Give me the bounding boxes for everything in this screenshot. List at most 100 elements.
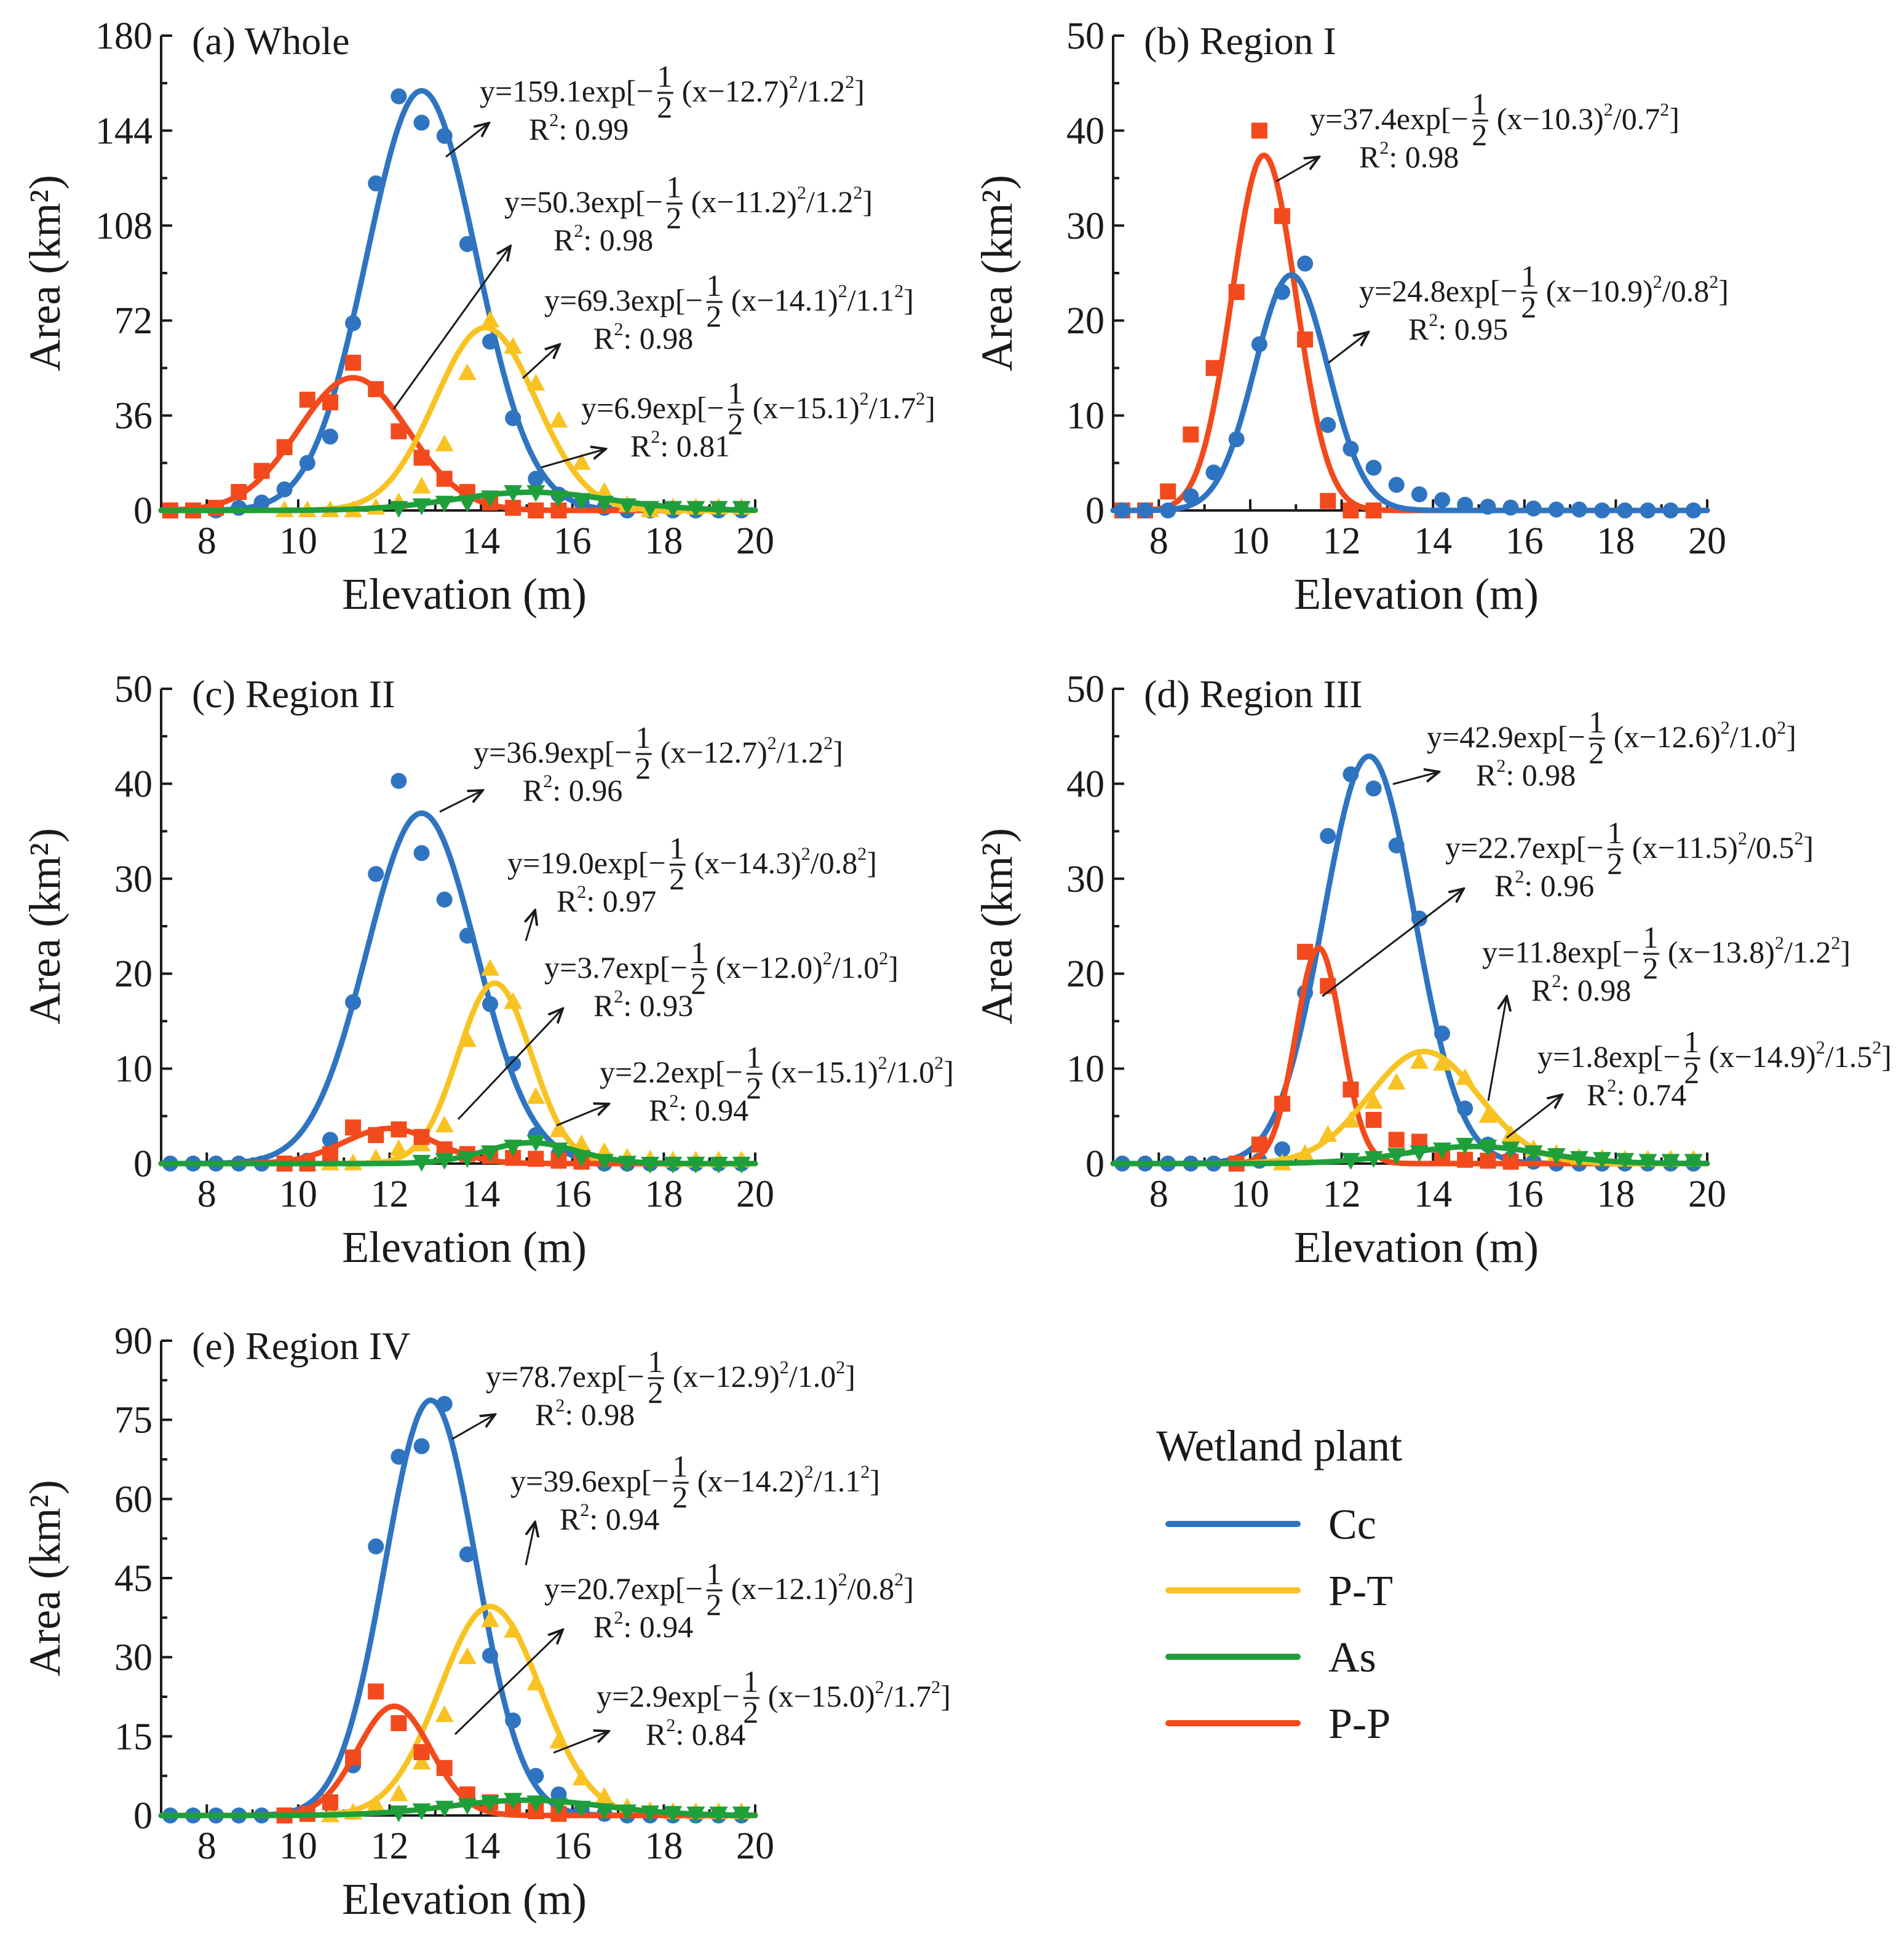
data-point xyxy=(526,1673,545,1691)
equation-sup: 2 xyxy=(934,1053,943,1073)
equation-mu: −10.9) xyxy=(1571,274,1652,308)
equation-sigma: /1.5 xyxy=(1825,1039,1872,1074)
r-squared: R2: 0.93 xyxy=(593,986,693,1023)
data-point xyxy=(1457,496,1474,513)
r2-value: : 0.94 xyxy=(589,1502,659,1536)
y-tick-label: 60 xyxy=(114,1478,153,1520)
data-point xyxy=(1160,483,1176,500)
fraction-denominator: 2 xyxy=(1643,951,1658,985)
equation-sup: 2 xyxy=(1653,272,1662,292)
data-point xyxy=(526,1087,545,1104)
data-point xyxy=(1364,1151,1383,1168)
equation-sigma: /1.2 xyxy=(798,74,845,108)
equation-x: (x xyxy=(697,1464,723,1498)
data-point xyxy=(436,1760,453,1776)
data-point xyxy=(504,1140,523,1157)
fraction-numerator: 1 xyxy=(691,935,706,970)
data-point xyxy=(391,1448,407,1465)
data-point xyxy=(1684,1154,1703,1171)
equation-suffix: ] xyxy=(1840,935,1850,969)
equation-minus: − xyxy=(1451,101,1469,136)
equation-text: y=159.1exp[− (x−12.7)2/1.22] xyxy=(480,72,865,108)
legend-item-Cc: Cc xyxy=(1165,1501,1376,1549)
data-point xyxy=(1661,1154,1680,1171)
data-point xyxy=(1501,1141,1520,1159)
fraction-denominator: 2 xyxy=(1521,290,1536,324)
y-tick-label: 0 xyxy=(133,1143,153,1185)
x-tick-label: 16 xyxy=(1505,1173,1544,1215)
x-tick-label: 14 xyxy=(1414,1173,1452,1215)
y-tick-label: 10 xyxy=(1066,395,1105,437)
x-tick-label: 14 xyxy=(1414,520,1452,562)
data-point xyxy=(1548,501,1565,518)
annotation-arrow xyxy=(541,449,606,469)
equation-sup: 2 xyxy=(894,1569,903,1590)
data-point xyxy=(1320,493,1336,509)
equation-sigma: /1.0 xyxy=(832,950,879,985)
y-tick-label: 10 xyxy=(114,1049,153,1090)
data-point xyxy=(413,1129,430,1145)
y-axis-label: Area (km²) xyxy=(20,828,69,1024)
data-point xyxy=(389,501,408,518)
equation-sup: 2 xyxy=(857,844,867,864)
data-point xyxy=(1410,1145,1429,1162)
equation-sup: 2 xyxy=(845,72,854,92)
data-point xyxy=(345,315,362,331)
data-point xyxy=(368,1683,384,1700)
y-axis-label: Area (km²) xyxy=(972,828,1021,1024)
series-As xyxy=(158,1135,758,1174)
r2-sup: 2 xyxy=(614,986,623,1007)
equation-minus: − xyxy=(1587,830,1604,865)
equation-mu: −15.1) xyxy=(796,1055,878,1089)
data-point xyxy=(458,1798,477,1815)
data-point xyxy=(435,434,454,451)
data-point xyxy=(595,496,614,513)
x-tick-label: 18 xyxy=(645,520,683,562)
data-point xyxy=(1365,502,1382,518)
data-point xyxy=(1251,1137,1267,1153)
equation-x: (x xyxy=(1632,830,1658,865)
r-squared: R2: 0.96 xyxy=(1494,867,1594,903)
r2-symbol: R xyxy=(1494,868,1515,903)
r2-sup: 2 xyxy=(614,1608,623,1628)
equation-suffix: ] xyxy=(845,1359,855,1394)
r2-symbol: R xyxy=(1408,312,1429,346)
data-point xyxy=(505,1712,522,1729)
equation-minus: − xyxy=(646,184,663,219)
equation-suffix: ] xyxy=(903,283,914,317)
annotation-arrow xyxy=(526,910,535,942)
equation-x: (x xyxy=(673,1359,699,1394)
x-tick-label: 10 xyxy=(1231,520,1269,562)
data-point xyxy=(345,1119,362,1136)
equation-mu: −13.8) xyxy=(1694,935,1775,969)
x-tick-label: 12 xyxy=(371,520,409,562)
data-point xyxy=(1617,502,1633,518)
equation-minus: − xyxy=(670,950,688,985)
fraction-numerator: 1 xyxy=(669,831,684,865)
fit-curve-As xyxy=(158,1140,758,1167)
equation-sigma: /1.2 xyxy=(777,735,823,769)
equation-x: (x xyxy=(682,74,708,108)
equation-minus: − xyxy=(1501,274,1518,308)
data-point xyxy=(595,482,614,499)
r2-symbol: R xyxy=(630,429,651,463)
r2-symbol: R xyxy=(1587,1077,1608,1112)
equation-sigma: /1.0 xyxy=(887,1055,934,1089)
equation-text: y=11.8exp[− (x−13.8)2/1.22] xyxy=(1482,933,1850,969)
equation-mu: −14.2) xyxy=(723,1464,804,1498)
data-point xyxy=(732,501,751,518)
data-point xyxy=(1251,122,1267,139)
data-point xyxy=(709,1806,728,1823)
data-point xyxy=(413,845,430,862)
fraction-numerator: 1 xyxy=(728,376,743,410)
data-point xyxy=(1343,766,1359,782)
data-point xyxy=(481,1610,499,1627)
equation-mu: −12.7) xyxy=(686,735,767,769)
x-tick-label: 16 xyxy=(553,520,592,562)
data-point xyxy=(1274,1141,1290,1157)
legend-item-P-P: P-P xyxy=(1165,1700,1390,1748)
r2-sup: 2 xyxy=(614,319,623,339)
equation-minus: − xyxy=(1664,1039,1681,1074)
